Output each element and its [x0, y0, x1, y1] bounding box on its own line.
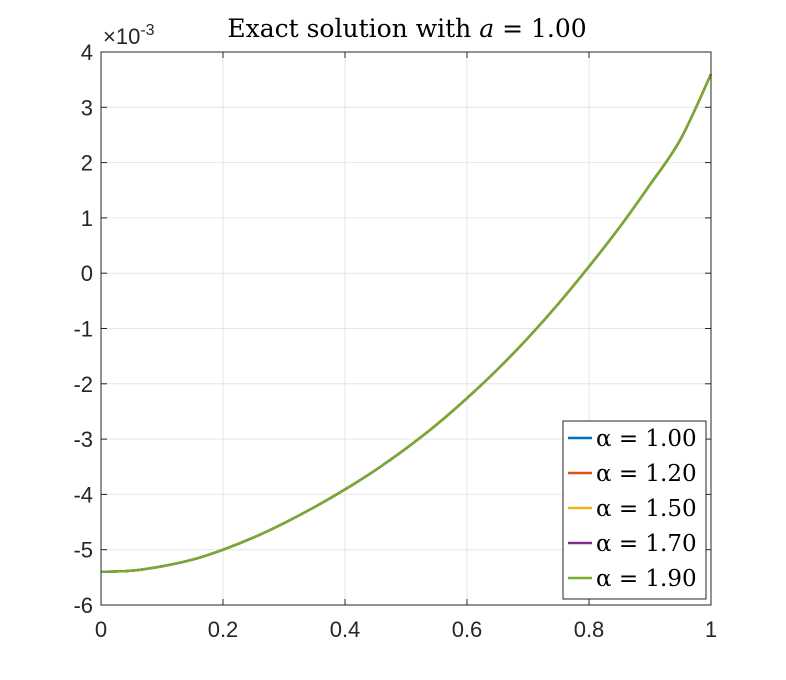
- y-exponent-base: ×10: [103, 24, 140, 49]
- series-layer: [100, 73, 713, 574]
- y-tick-label: -6: [73, 593, 93, 618]
- y-exponent-label: ×10-3: [103, 22, 155, 49]
- legend-label-4: α = 1.70: [596, 531, 697, 557]
- x-tick-label: 0.4: [330, 617, 361, 642]
- y-tick-label: 4: [81, 40, 93, 65]
- series-line-5: [100, 73, 713, 574]
- y-tick-label: -4: [73, 482, 93, 507]
- y-tick-label: 2: [81, 151, 93, 176]
- chart-title-variable: a: [479, 14, 494, 43]
- chart-title-value: = 1.00: [502, 14, 587, 43]
- axis-ticks: [100, 51, 712, 606]
- y-exponent-power: -3: [140, 22, 154, 39]
- legend-label-5: α = 1.90: [596, 566, 697, 592]
- x-tick-label: 1: [705, 617, 717, 642]
- x-tick-label: 0.6: [452, 617, 483, 642]
- y-tick-label: -5: [73, 538, 93, 563]
- legend-label-2: α = 1.20: [596, 461, 697, 487]
- chart-title: Exact solution with a = 1.00: [227, 14, 586, 43]
- legend-label-3: α = 1.50: [596, 496, 697, 522]
- y-tick-label: -2: [73, 372, 93, 397]
- y-tick-label: 0: [81, 261, 93, 286]
- x-tick-label: 0.8: [574, 617, 605, 642]
- y-tick-label: 3: [81, 95, 93, 120]
- x-tick-label: 0: [95, 617, 107, 642]
- legend: α = 1.00 α = 1.20 α = 1.50 α = 1.70 α = 1.90: [562, 420, 707, 600]
- y-tick-label: -3: [73, 427, 93, 452]
- y-tick-label: -1: [73, 317, 93, 342]
- y-tick-label: 1: [81, 206, 93, 231]
- x-tick-labels: 0 0.2 0.4 0.6 0.8 1: [95, 617, 717, 642]
- legend-label-1: α = 1.00: [596, 426, 697, 452]
- y-tick-labels: 4 3 2 1 0 -1 -2 -3 -4 -5 -6: [73, 40, 93, 618]
- grid-lines: [100, 51, 712, 606]
- chart-title-prefix: Exact solution with: [227, 14, 471, 43]
- x-tick-label: 0.2: [208, 617, 239, 642]
- legend-box: [562, 420, 707, 600]
